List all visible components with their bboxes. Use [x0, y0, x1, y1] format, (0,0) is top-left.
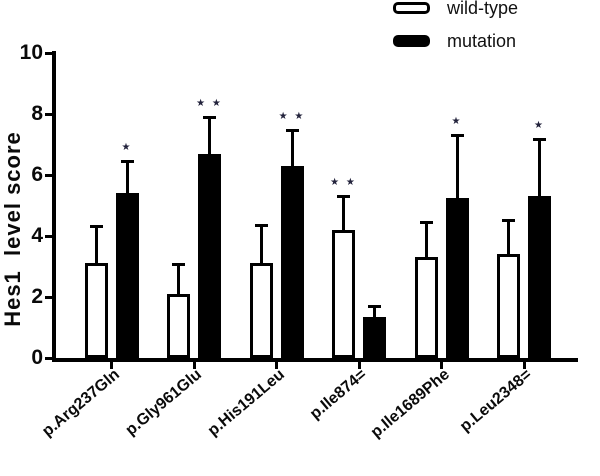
y-tick-2 — [45, 295, 53, 299]
y-tick-6 — [45, 173, 53, 177]
error-bar-wild-type-4 — [424, 220, 428, 258]
error-bar-wild-type-0 — [94, 225, 98, 264]
bar-mutation-0 — [115, 193, 139, 358]
x-tick-5 — [522, 361, 526, 369]
error-bar-cap-wild-type-1 — [172, 263, 185, 267]
error-bar-mutation-5 — [538, 138, 541, 197]
y-axis-line — [52, 51, 56, 361]
bar-mutation-3 — [363, 316, 386, 358]
y-tick-label-6: 6 — [31, 163, 43, 186]
error-bar-mutation-0 — [125, 159, 129, 194]
bar-mutation-5 — [528, 196, 551, 358]
x-tick-1 — [192, 361, 196, 369]
y-tick-label-0: 0 — [31, 346, 43, 369]
y-tick-label-2: 2 — [31, 285, 43, 308]
error-bar-cap-wild-type-3 — [337, 194, 350, 198]
significance-mark-0: ★ — [121, 141, 133, 153]
significance-mark-5: ★ — [534, 120, 545, 132]
error-bar-wild-type-1 — [177, 263, 180, 294]
bar-wild-type-3 — [332, 229, 355, 358]
error-bar-mutation-2 — [290, 129, 294, 166]
bar-mutation-2 — [280, 165, 304, 358]
error-bar-mutation-4 — [455, 133, 459, 198]
bar-wild-type-0 — [84, 263, 108, 358]
error-bar-mutation-1 — [208, 115, 211, 154]
error-bar-mutation-3 — [373, 304, 376, 317]
bar-mutation-1 — [198, 153, 221, 358]
error-bar-cap-mutation-2 — [285, 129, 299, 133]
legend-label-mutation: mutation — [447, 30, 517, 51]
y-tick-4 — [45, 234, 53, 238]
y-tick-label-8: 8 — [31, 102, 43, 125]
x-tick-0 — [110, 361, 113, 369]
error-bar-cap-mutation-5 — [533, 138, 546, 142]
x-tick-2 — [275, 361, 278, 369]
y-tick-label-10: 10 — [19, 41, 43, 64]
y-tick-8 — [45, 112, 53, 116]
error-bar-wild-type-5 — [507, 219, 510, 255]
legend: wild-type mutation — [393, 0, 518, 67]
error-bar-cap-mutation-4 — [450, 133, 464, 137]
y-tick-10 — [45, 51, 53, 55]
bar-wild-type-1 — [167, 293, 190, 358]
error-bar-cap-wild-type-5 — [502, 219, 515, 223]
bar-wild-type-4 — [414, 257, 438, 358]
error-bar-cap-mutation-0 — [120, 159, 134, 163]
x-axis-line — [52, 358, 578, 362]
error-bar-wild-type-2 — [259, 223, 263, 264]
bar-wild-type-5 — [497, 254, 520, 358]
mutation-swatch-icon — [393, 35, 430, 47]
y-tick-0 — [45, 356, 53, 360]
significance-mark-2: ★ ★ — [278, 111, 306, 123]
bar-mutation-4 — [445, 197, 469, 358]
error-bar-cap-wild-type-2 — [254, 223, 268, 227]
error-bar-cap-wild-type-4 — [419, 220, 433, 224]
x-tick-4 — [440, 361, 443, 369]
significance-mark-1: ★ ★ — [196, 97, 223, 109]
error-bar-cap-mutation-1 — [203, 115, 216, 119]
legend-entry-wild-type: wild-type — [393, 0, 518, 18]
error-bar-wild-type-3 — [342, 194, 345, 230]
y-tick-label-4: 4 — [31, 224, 43, 247]
wild-type-swatch-icon — [393, 2, 430, 14]
error-bar-cap-wild-type-0 — [89, 225, 103, 229]
legend-label-wild-type: wild-type — [447, 0, 519, 18]
bar-wild-type-2 — [249, 263, 273, 358]
error-bar-cap-mutation-3 — [368, 304, 381, 308]
legend-entry-mutation: mutation — [393, 31, 518, 51]
significance-mark-3: ★ ★ — [330, 176, 357, 188]
x-tick-3 — [357, 361, 361, 369]
significance-mark-4: ★ — [451, 115, 463, 127]
